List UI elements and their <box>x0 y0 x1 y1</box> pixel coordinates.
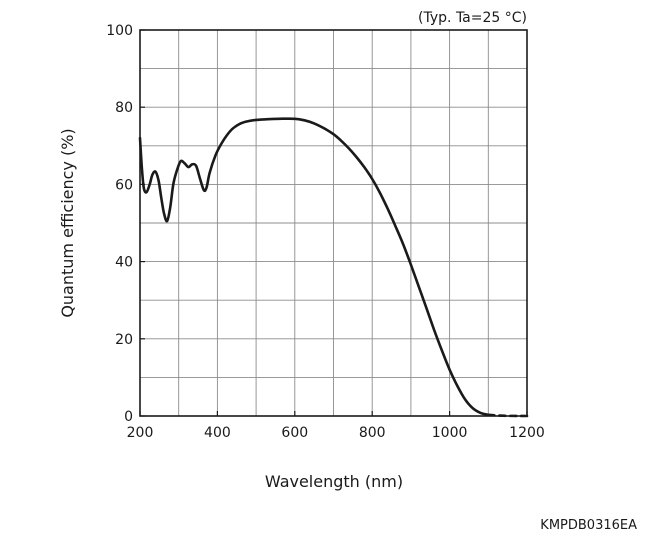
grid <box>140 30 527 416</box>
y-axis-title: Quantum efficiency (%) <box>58 128 77 317</box>
figure-code: KMPDB0316EA <box>540 518 637 533</box>
y-tick-label: 40 <box>115 255 133 271</box>
y-tick-label: 0 <box>124 409 133 425</box>
y-tick-label: 100 <box>106 23 133 39</box>
tick-labels: 200 400 600 800 1000 1200 0 20 40 60 80 100 <box>106 23 545 441</box>
x-tick-label: 400 <box>204 425 231 441</box>
plot-frame <box>139 29 528 417</box>
y-tick-label: 80 <box>115 100 133 116</box>
x-tick-label: 600 <box>281 425 308 441</box>
y-tick-label: 60 <box>115 177 133 193</box>
x-tick-label: 200 <box>127 425 154 441</box>
qe-curve <box>138 117 490 417</box>
y-tick-label: 20 <box>115 332 133 348</box>
x-axis-title: Wavelength (nm) <box>265 472 403 491</box>
x-tick-label: 1200 <box>509 425 545 441</box>
x-tick-label: 1000 <box>432 425 468 441</box>
measurement-condition: (Typ. Ta=25 °C) <box>418 10 527 26</box>
x-tick-label: 800 <box>359 425 386 441</box>
